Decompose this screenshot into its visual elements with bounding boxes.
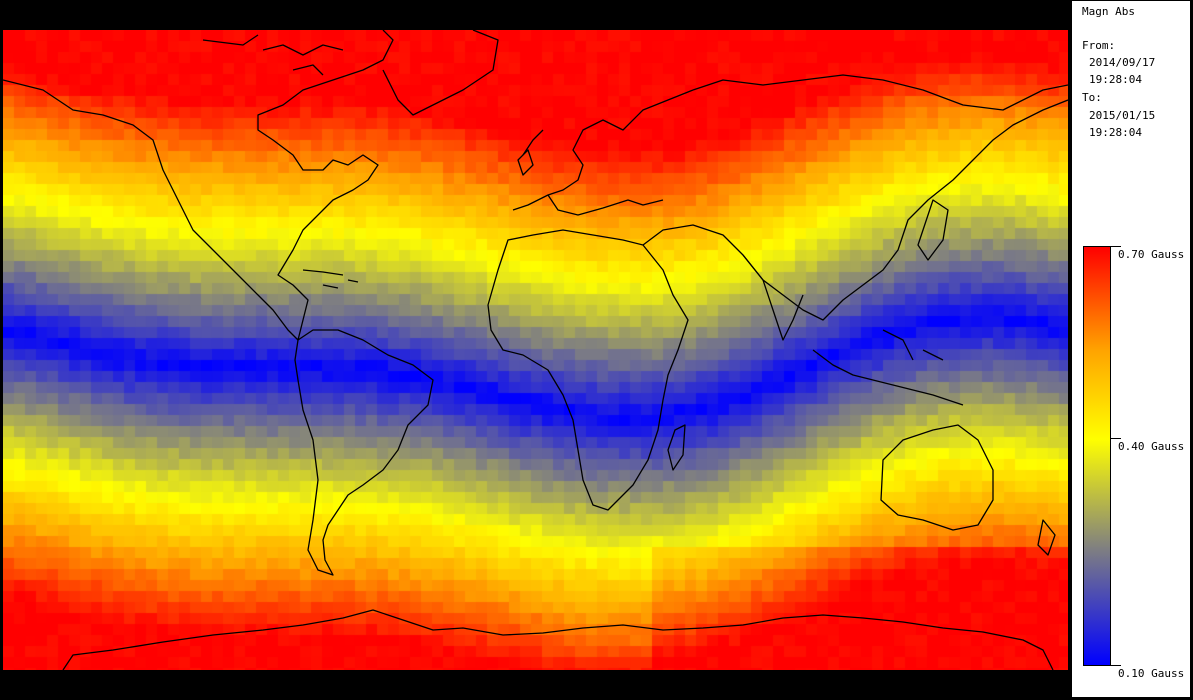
scale-tick-max xyxy=(1111,246,1121,247)
coast-indonesia xyxy=(812,329,964,406)
coast-south-america xyxy=(294,329,434,576)
scale-mid-label: 0.40 Gauss xyxy=(1118,440,1185,453)
to-label: To: xyxy=(1082,91,1102,104)
scale-tick-mid xyxy=(1111,438,1121,439)
coast-arctic-islands xyxy=(202,34,344,76)
coastlines xyxy=(3,30,1068,670)
legend-title: Magn Abs xyxy=(1082,5,1135,18)
coast-japan xyxy=(917,199,949,261)
from-date: 2014/09/17 xyxy=(1089,56,1156,69)
coast-north-america xyxy=(3,30,394,341)
coast-asia xyxy=(642,74,1068,321)
coast-greenland xyxy=(382,30,499,116)
from-label: From: xyxy=(1082,39,1116,52)
to-time: 19:28:04 xyxy=(1089,126,1142,139)
scale-min-label: 0.10 Gauss xyxy=(1118,667,1185,680)
coast-africa xyxy=(487,229,689,511)
scale-max-label: 0.70 Gauss xyxy=(1118,248,1185,261)
coast-madagascar xyxy=(667,424,686,471)
coast-europe xyxy=(512,89,694,216)
coast-caribbean xyxy=(302,269,359,289)
coast-antarctica xyxy=(62,609,1054,670)
magnetic-field-map[interactable] xyxy=(3,30,1068,670)
map-frame xyxy=(3,30,1068,670)
from-time: 19:28:04 xyxy=(1089,73,1142,86)
legend-panel: Magn Abs From: 2014/09/17 19:28:04 To: 2… xyxy=(1071,0,1191,698)
to-date: 2015/01/15 xyxy=(1089,109,1156,122)
color-scale-bar xyxy=(1083,246,1111,666)
scale-tick-min xyxy=(1111,665,1121,666)
coast-british-isles xyxy=(517,149,534,176)
coast-australia xyxy=(880,424,994,531)
coast-new-zealand xyxy=(1037,519,1056,556)
coast-india xyxy=(742,254,804,341)
